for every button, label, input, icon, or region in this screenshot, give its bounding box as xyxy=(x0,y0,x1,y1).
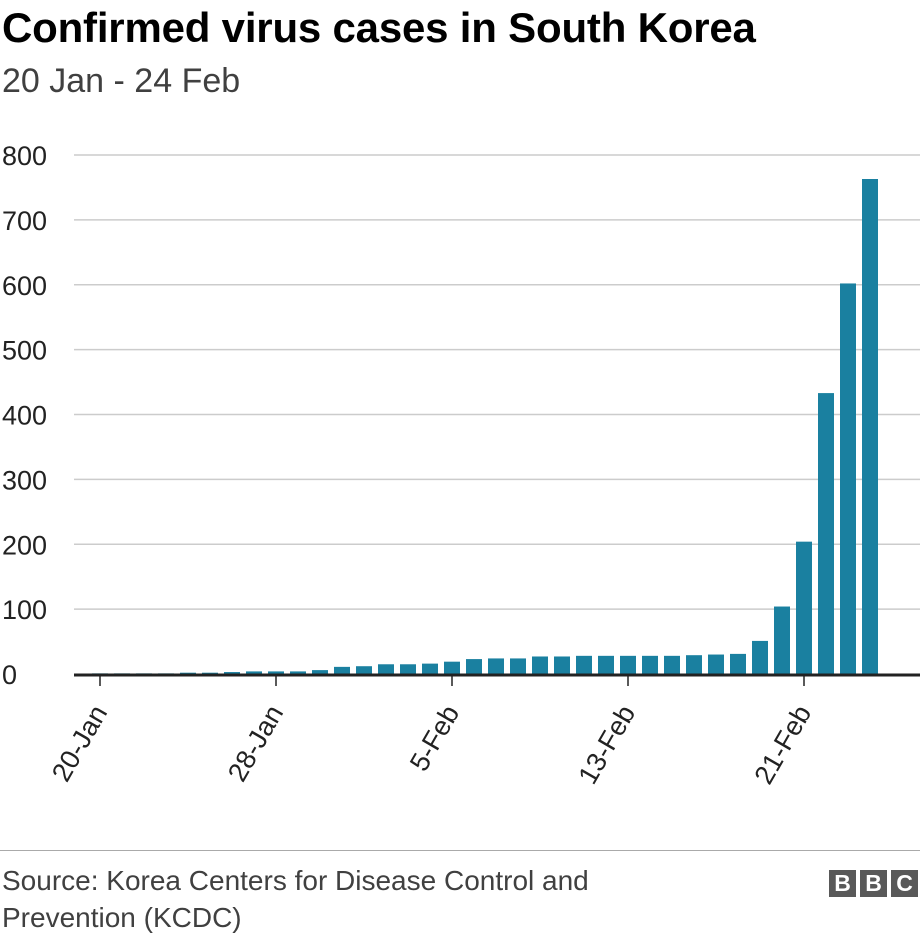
bar xyxy=(796,541,812,674)
bar xyxy=(224,672,240,674)
bar xyxy=(422,663,438,674)
y-tick-label: 0 xyxy=(2,660,17,690)
bar xyxy=(862,179,878,674)
x-tick-label: 28-Jan xyxy=(222,700,289,787)
bar xyxy=(268,671,284,674)
bar xyxy=(290,671,306,674)
bar xyxy=(246,671,262,674)
bar-chart: 0 100 200 300 400 500 600 700 800 20-Jan 28-Jan 5-F… xyxy=(2,141,920,789)
bar xyxy=(752,640,768,674)
chart-title: Confirmed virus cases in South Korea xyxy=(2,4,756,51)
bar xyxy=(664,655,680,674)
bar xyxy=(378,664,394,674)
chart-subtitle: 20 Jan - 24 Feb xyxy=(2,62,241,100)
bbc-logo-letter: B xyxy=(860,870,887,897)
bar xyxy=(510,658,526,674)
bar xyxy=(576,655,592,674)
bar xyxy=(356,666,372,674)
bbc-logo-letter: C xyxy=(891,870,918,897)
bbc-logo: B B C xyxy=(829,870,918,897)
y-tick-label: 300 xyxy=(2,465,47,495)
x-tick-label: 21-Feb xyxy=(748,700,817,789)
bar xyxy=(774,606,790,674)
bar xyxy=(642,655,658,674)
source-note: Source: Korea Centers for Disease Contro… xyxy=(2,865,589,933)
bar xyxy=(466,659,482,674)
bar xyxy=(730,653,746,674)
bbc-logo-letter: B xyxy=(829,870,856,897)
y-tick-label: 500 xyxy=(2,336,47,366)
y-tick-label: 200 xyxy=(2,530,47,560)
bar xyxy=(598,655,614,674)
bar xyxy=(400,664,416,674)
y-tick-label: 600 xyxy=(2,271,47,301)
y-tick-label: 700 xyxy=(2,206,47,236)
bar xyxy=(620,655,636,674)
bar xyxy=(488,658,504,674)
x-tick-label: 20-Jan xyxy=(46,700,113,787)
bar xyxy=(840,283,856,674)
y-tick-label: 100 xyxy=(2,595,47,625)
x-tick-label: 13-Feb xyxy=(572,700,641,789)
bar xyxy=(312,670,328,674)
bar xyxy=(708,654,724,674)
footer-divider xyxy=(0,850,920,851)
bar xyxy=(202,672,218,674)
bar xyxy=(180,672,196,674)
bar xyxy=(444,661,460,674)
bar xyxy=(334,666,350,674)
bar xyxy=(686,655,702,674)
x-tick-label: 5-Feb xyxy=(404,700,465,776)
y-tick-label: 800 xyxy=(2,141,47,171)
bar xyxy=(532,656,548,674)
bar xyxy=(818,393,834,674)
bar xyxy=(554,656,570,674)
y-tick-label: 400 xyxy=(2,401,47,431)
